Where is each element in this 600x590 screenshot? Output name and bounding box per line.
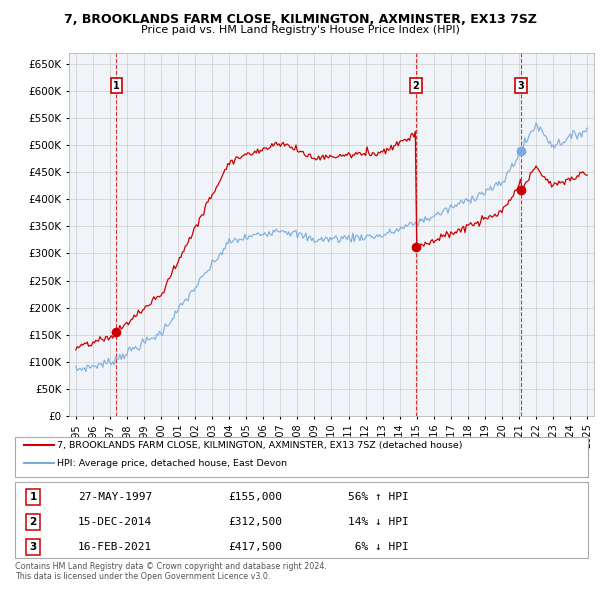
Text: 14% ↓ HPI: 14% ↓ HPI [348, 517, 409, 527]
Text: 1: 1 [29, 492, 37, 502]
Text: 2: 2 [413, 81, 419, 91]
Text: 27-MAY-1997: 27-MAY-1997 [78, 492, 152, 502]
Text: £155,000: £155,000 [228, 492, 282, 502]
Text: 15-DEC-2014: 15-DEC-2014 [78, 517, 152, 527]
Text: £417,500: £417,500 [228, 542, 282, 552]
Text: HPI: Average price, detached house, East Devon: HPI: Average price, detached house, East… [57, 458, 287, 468]
Text: £312,500: £312,500 [228, 517, 282, 527]
Text: 7, BROOKLANDS FARM CLOSE, KILMINGTON, AXMINSTER, EX13 7SZ (detached house): 7, BROOKLANDS FARM CLOSE, KILMINGTON, AX… [57, 441, 463, 450]
Text: 1: 1 [113, 81, 120, 91]
Text: 7, BROOKLANDS FARM CLOSE, KILMINGTON, AXMINSTER, EX13 7SZ: 7, BROOKLANDS FARM CLOSE, KILMINGTON, AX… [64, 13, 536, 26]
Text: 16-FEB-2021: 16-FEB-2021 [78, 542, 152, 552]
Text: Contains HM Land Registry data © Crown copyright and database right 2024.
This d: Contains HM Land Registry data © Crown c… [15, 562, 327, 581]
Text: 2: 2 [29, 517, 37, 527]
Text: 3: 3 [518, 81, 524, 91]
Text: 3: 3 [29, 542, 37, 552]
Text: Price paid vs. HM Land Registry's House Price Index (HPI): Price paid vs. HM Land Registry's House … [140, 25, 460, 35]
Text: 6% ↓ HPI: 6% ↓ HPI [348, 542, 409, 552]
Text: 56% ↑ HPI: 56% ↑ HPI [348, 492, 409, 502]
